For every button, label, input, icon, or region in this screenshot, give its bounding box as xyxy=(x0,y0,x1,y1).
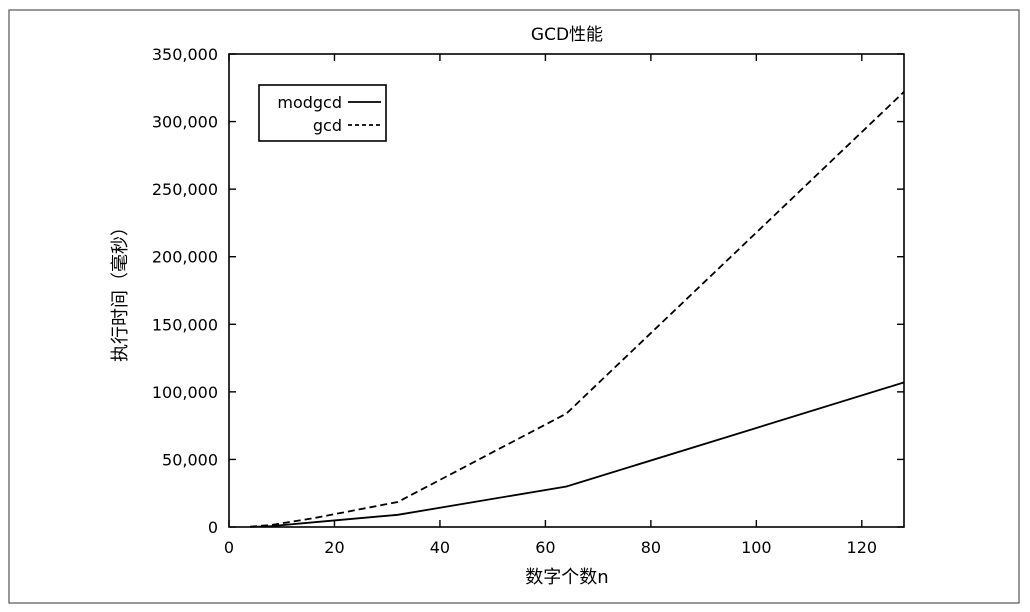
legend: modgcd gcd xyxy=(258,84,387,142)
plot-area xyxy=(228,53,905,528)
legend-label-gcd: gcd xyxy=(313,116,342,135)
y-axis-label: 执行时间（毫秒） xyxy=(110,218,131,362)
y-tick-label: 150,000 xyxy=(152,315,218,334)
y-tick-label: 250,000 xyxy=(152,180,218,199)
series-line-gcd xyxy=(250,91,905,528)
axis-ticks: 0 20 40 60 80 100 120 0 50,000 100,000 150,000 200,… xyxy=(152,45,904,557)
x-tick-label: 60 xyxy=(535,538,555,557)
y-tick-label: 0 xyxy=(208,518,218,537)
x-tick-label: 20 xyxy=(324,538,344,557)
legend-label-modgcd: modgcd xyxy=(277,93,342,112)
chart-title: GCD性能 xyxy=(531,25,603,45)
x-tick-label: 40 xyxy=(430,538,450,557)
x-axis-label: 数字个数n xyxy=(525,567,608,588)
y-tick-label: 350,000 xyxy=(152,45,218,64)
legend-box xyxy=(258,84,387,142)
y-tick-label: 200,000 xyxy=(152,248,218,267)
y-tick-label: 100,000 xyxy=(152,383,218,402)
y-tick-label: 50,000 xyxy=(162,450,218,469)
y-tick-label: 300,000 xyxy=(152,113,218,132)
figure-frame xyxy=(8,9,1020,604)
x-tick-label: 100 xyxy=(741,538,772,557)
x-tick-label: 80 xyxy=(641,538,661,557)
x-tick-label: 120 xyxy=(847,538,878,557)
x-tick-label: 0 xyxy=(224,538,234,557)
